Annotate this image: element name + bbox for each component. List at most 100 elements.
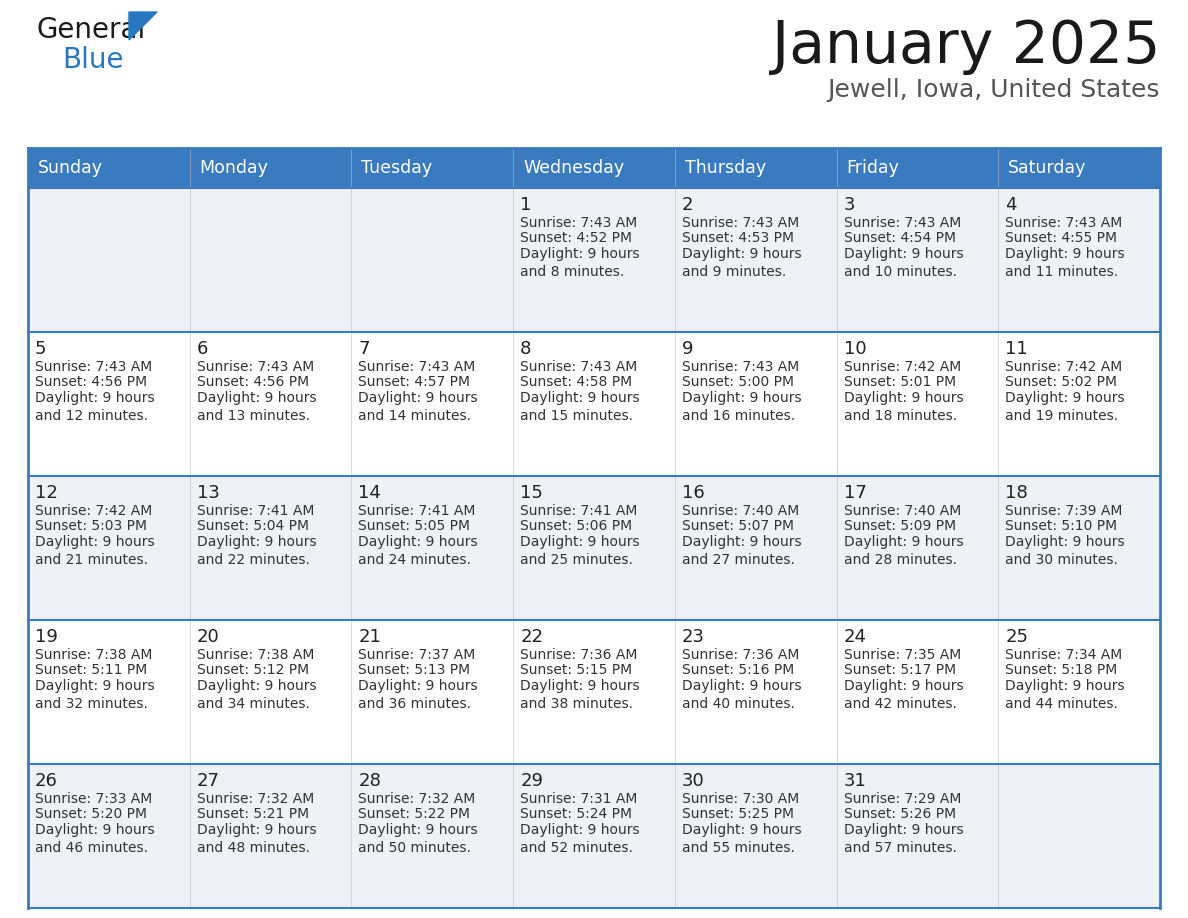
- Text: Daylight: 9 hours
and 12 minutes.: Daylight: 9 hours and 12 minutes.: [34, 391, 154, 423]
- Text: Daylight: 9 hours
and 27 minutes.: Daylight: 9 hours and 27 minutes.: [682, 535, 802, 566]
- Text: Sunrise: 7:32 AM: Sunrise: 7:32 AM: [197, 792, 314, 806]
- Text: Sunrise: 7:43 AM: Sunrise: 7:43 AM: [520, 216, 638, 230]
- Text: 24: 24: [843, 628, 866, 646]
- Text: Daylight: 9 hours
and 34 minutes.: Daylight: 9 hours and 34 minutes.: [197, 679, 316, 711]
- Bar: [29, 620, 1159, 764]
- Text: 22: 22: [520, 628, 543, 646]
- Text: Sunset: 4:54 PM: Sunset: 4:54 PM: [843, 231, 955, 245]
- Text: Sunset: 5:25 PM: Sunset: 5:25 PM: [682, 808, 794, 822]
- Text: Sunset: 5:00 PM: Sunset: 5:00 PM: [682, 375, 794, 389]
- Text: Daylight: 9 hours
and 22 minutes.: Daylight: 9 hours and 22 minutes.: [197, 535, 316, 566]
- Text: Sunset: 5:07 PM: Sunset: 5:07 PM: [682, 520, 794, 533]
- Text: Saturday: Saturday: [1009, 159, 1087, 177]
- Text: Sunrise: 7:42 AM: Sunrise: 7:42 AM: [34, 504, 152, 518]
- Text: 5: 5: [34, 340, 46, 358]
- Bar: [29, 332, 1159, 476]
- Text: Sunrise: 7:43 AM: Sunrise: 7:43 AM: [197, 360, 314, 374]
- Text: Daylight: 9 hours
and 16 minutes.: Daylight: 9 hours and 16 minutes.: [682, 391, 802, 423]
- Text: Daylight: 9 hours
and 38 minutes.: Daylight: 9 hours and 38 minutes.: [520, 679, 640, 711]
- Text: Sunrise: 7:36 AM: Sunrise: 7:36 AM: [520, 648, 638, 662]
- Text: Daylight: 9 hours
and 21 minutes.: Daylight: 9 hours and 21 minutes.: [34, 535, 154, 566]
- Text: Sunset: 5:04 PM: Sunset: 5:04 PM: [197, 520, 309, 533]
- Text: Sunset: 5:26 PM: Sunset: 5:26 PM: [843, 808, 955, 822]
- Text: Sunset: 5:10 PM: Sunset: 5:10 PM: [1005, 520, 1118, 533]
- Text: Sunset: 5:16 PM: Sunset: 5:16 PM: [682, 664, 794, 677]
- Text: Sunday: Sunday: [38, 159, 103, 177]
- Text: Sunset: 5:22 PM: Sunset: 5:22 PM: [359, 808, 470, 822]
- Text: Daylight: 9 hours
and 28 minutes.: Daylight: 9 hours and 28 minutes.: [843, 535, 963, 566]
- Text: Sunrise: 7:42 AM: Sunrise: 7:42 AM: [1005, 360, 1123, 374]
- Text: Daylight: 9 hours
and 48 minutes.: Daylight: 9 hours and 48 minutes.: [197, 823, 316, 855]
- Text: Sunset: 5:01 PM: Sunset: 5:01 PM: [843, 375, 955, 389]
- Text: 12: 12: [34, 484, 58, 502]
- Text: Sunrise: 7:30 AM: Sunrise: 7:30 AM: [682, 792, 800, 806]
- Text: Daylight: 9 hours
and 9 minutes.: Daylight: 9 hours and 9 minutes.: [682, 247, 802, 279]
- Text: 15: 15: [520, 484, 543, 502]
- Text: 6: 6: [197, 340, 208, 358]
- Bar: [29, 476, 1159, 620]
- Text: 27: 27: [197, 772, 220, 790]
- Text: Sunrise: 7:43 AM: Sunrise: 7:43 AM: [682, 216, 800, 230]
- Text: Sunrise: 7:43 AM: Sunrise: 7:43 AM: [1005, 216, 1123, 230]
- Text: Blue: Blue: [62, 46, 124, 74]
- Text: General: General: [36, 16, 145, 44]
- Polygon shape: [129, 12, 157, 40]
- Text: Daylight: 9 hours
and 15 minutes.: Daylight: 9 hours and 15 minutes.: [520, 391, 640, 423]
- Text: 16: 16: [682, 484, 704, 502]
- Bar: [29, 188, 1159, 332]
- Text: Sunrise: 7:41 AM: Sunrise: 7:41 AM: [359, 504, 476, 518]
- Text: Sunrise: 7:40 AM: Sunrise: 7:40 AM: [682, 504, 800, 518]
- Text: Sunrise: 7:32 AM: Sunrise: 7:32 AM: [359, 792, 475, 806]
- Text: 10: 10: [843, 340, 866, 358]
- Text: Sunset: 4:57 PM: Sunset: 4:57 PM: [359, 375, 470, 389]
- Text: Sunset: 4:53 PM: Sunset: 4:53 PM: [682, 231, 794, 245]
- Text: Sunrise: 7:43 AM: Sunrise: 7:43 AM: [682, 360, 800, 374]
- Text: Sunset: 4:52 PM: Sunset: 4:52 PM: [520, 231, 632, 245]
- Text: Sunset: 4:55 PM: Sunset: 4:55 PM: [1005, 231, 1117, 245]
- Text: 20: 20: [197, 628, 220, 646]
- Text: 21: 21: [359, 628, 381, 646]
- Text: Daylight: 9 hours
and 32 minutes.: Daylight: 9 hours and 32 minutes.: [34, 679, 154, 711]
- Text: Sunrise: 7:40 AM: Sunrise: 7:40 AM: [843, 504, 961, 518]
- Text: 13: 13: [197, 484, 220, 502]
- Text: Daylight: 9 hours
and 24 minutes.: Daylight: 9 hours and 24 minutes.: [359, 535, 478, 566]
- Text: 14: 14: [359, 484, 381, 502]
- Text: Sunset: 4:56 PM: Sunset: 4:56 PM: [197, 375, 309, 389]
- Text: Daylight: 9 hours
and 19 minutes.: Daylight: 9 hours and 19 minutes.: [1005, 391, 1125, 423]
- Text: Daylight: 9 hours
and 8 minutes.: Daylight: 9 hours and 8 minutes.: [520, 247, 640, 279]
- Text: Sunrise: 7:38 AM: Sunrise: 7:38 AM: [34, 648, 152, 662]
- Text: 18: 18: [1005, 484, 1028, 502]
- Text: Sunset: 5:20 PM: Sunset: 5:20 PM: [34, 808, 147, 822]
- Text: 1: 1: [520, 196, 531, 214]
- Text: Sunset: 4:58 PM: Sunset: 4:58 PM: [520, 375, 632, 389]
- Text: Daylight: 9 hours
and 10 minutes.: Daylight: 9 hours and 10 minutes.: [843, 247, 963, 279]
- Text: 7: 7: [359, 340, 369, 358]
- Text: Sunset: 4:56 PM: Sunset: 4:56 PM: [34, 375, 147, 389]
- Text: Sunrise: 7:35 AM: Sunrise: 7:35 AM: [843, 648, 961, 662]
- Text: Sunset: 5:17 PM: Sunset: 5:17 PM: [843, 664, 955, 677]
- Text: Sunrise: 7:43 AM: Sunrise: 7:43 AM: [359, 360, 475, 374]
- Text: Sunset: 5:11 PM: Sunset: 5:11 PM: [34, 664, 147, 677]
- Text: Daylight: 9 hours
and 25 minutes.: Daylight: 9 hours and 25 minutes.: [520, 535, 640, 566]
- Text: Daylight: 9 hours
and 14 minutes.: Daylight: 9 hours and 14 minutes.: [359, 391, 478, 423]
- Text: 8: 8: [520, 340, 531, 358]
- Text: Sunrise: 7:43 AM: Sunrise: 7:43 AM: [843, 216, 961, 230]
- Text: Sunrise: 7:43 AM: Sunrise: 7:43 AM: [34, 360, 152, 374]
- Text: Sunrise: 7:37 AM: Sunrise: 7:37 AM: [359, 648, 475, 662]
- Text: Daylight: 9 hours
and 40 minutes.: Daylight: 9 hours and 40 minutes.: [682, 679, 802, 711]
- Text: Sunrise: 7:41 AM: Sunrise: 7:41 AM: [197, 504, 314, 518]
- Text: Daylight: 9 hours
and 50 minutes.: Daylight: 9 hours and 50 minutes.: [359, 823, 478, 855]
- Text: Daylight: 9 hours
and 57 minutes.: Daylight: 9 hours and 57 minutes.: [843, 823, 963, 855]
- Text: 28: 28: [359, 772, 381, 790]
- Text: 17: 17: [843, 484, 866, 502]
- Text: 23: 23: [682, 628, 704, 646]
- Text: Daylight: 9 hours
and 18 minutes.: Daylight: 9 hours and 18 minutes.: [843, 391, 963, 423]
- Text: Sunset: 5:12 PM: Sunset: 5:12 PM: [197, 664, 309, 677]
- Text: Daylight: 9 hours
and 55 minutes.: Daylight: 9 hours and 55 minutes.: [682, 823, 802, 855]
- Text: Sunset: 5:09 PM: Sunset: 5:09 PM: [843, 520, 955, 533]
- Text: Sunrise: 7:42 AM: Sunrise: 7:42 AM: [843, 360, 961, 374]
- Text: Wednesday: Wednesday: [523, 159, 624, 177]
- Text: Sunset: 5:18 PM: Sunset: 5:18 PM: [1005, 664, 1118, 677]
- Text: Daylight: 9 hours
and 42 minutes.: Daylight: 9 hours and 42 minutes.: [843, 679, 963, 711]
- Text: Sunrise: 7:38 AM: Sunrise: 7:38 AM: [197, 648, 314, 662]
